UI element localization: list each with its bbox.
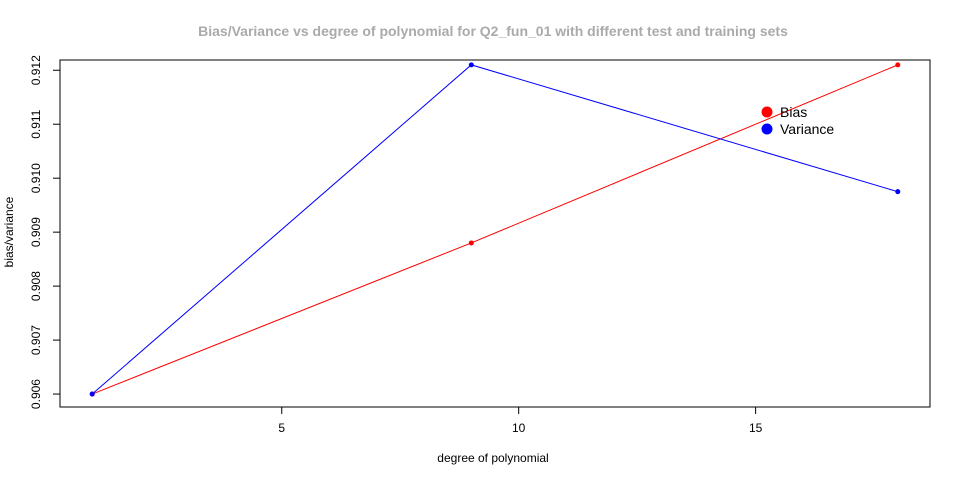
y-axis-label: bias/variance	[2, 196, 16, 267]
bias-data-point	[895, 62, 901, 68]
chart-title: Bias/Variance vs degree of polynomial fo…	[198, 23, 788, 39]
x-tick-label: 10	[512, 421, 526, 435]
x-axis-label: degree of polynomial	[437, 451, 548, 465]
series-layer	[89, 62, 901, 397]
x-tick-label: 15	[749, 421, 763, 435]
variance-data-point	[895, 189, 901, 195]
legend-bias-marker	[761, 106, 773, 118]
legend-variance-label: Variance	[780, 121, 834, 137]
y-tick-label: 0.912	[29, 55, 43, 85]
y-tick-label: 0.910	[29, 163, 43, 193]
y-tick-label: 0.906	[29, 379, 43, 409]
legend-bias-label: Bias	[780, 104, 807, 120]
x-tick-label: 5	[278, 421, 285, 435]
x-axis: 5 10 15	[278, 407, 763, 435]
y-tick-label: 0.907	[29, 325, 43, 355]
y-tick-label: 0.909	[29, 217, 43, 247]
bias-series-line	[92, 64, 898, 395]
variance-data-point	[89, 391, 95, 397]
variance-series-line	[91, 64, 898, 395]
variance-data-point	[468, 62, 474, 68]
y-tick-label: 0.911	[29, 109, 43, 138]
legend-variance-marker	[761, 123, 773, 135]
bias-data-point	[468, 240, 474, 246]
y-tick-label: 0.908	[29, 271, 43, 301]
plot-area-frame	[59, 59, 931, 408]
y-axis: 0.906 0.907 0.908 0.909 0.910 0.911 0.912	[29, 55, 60, 409]
